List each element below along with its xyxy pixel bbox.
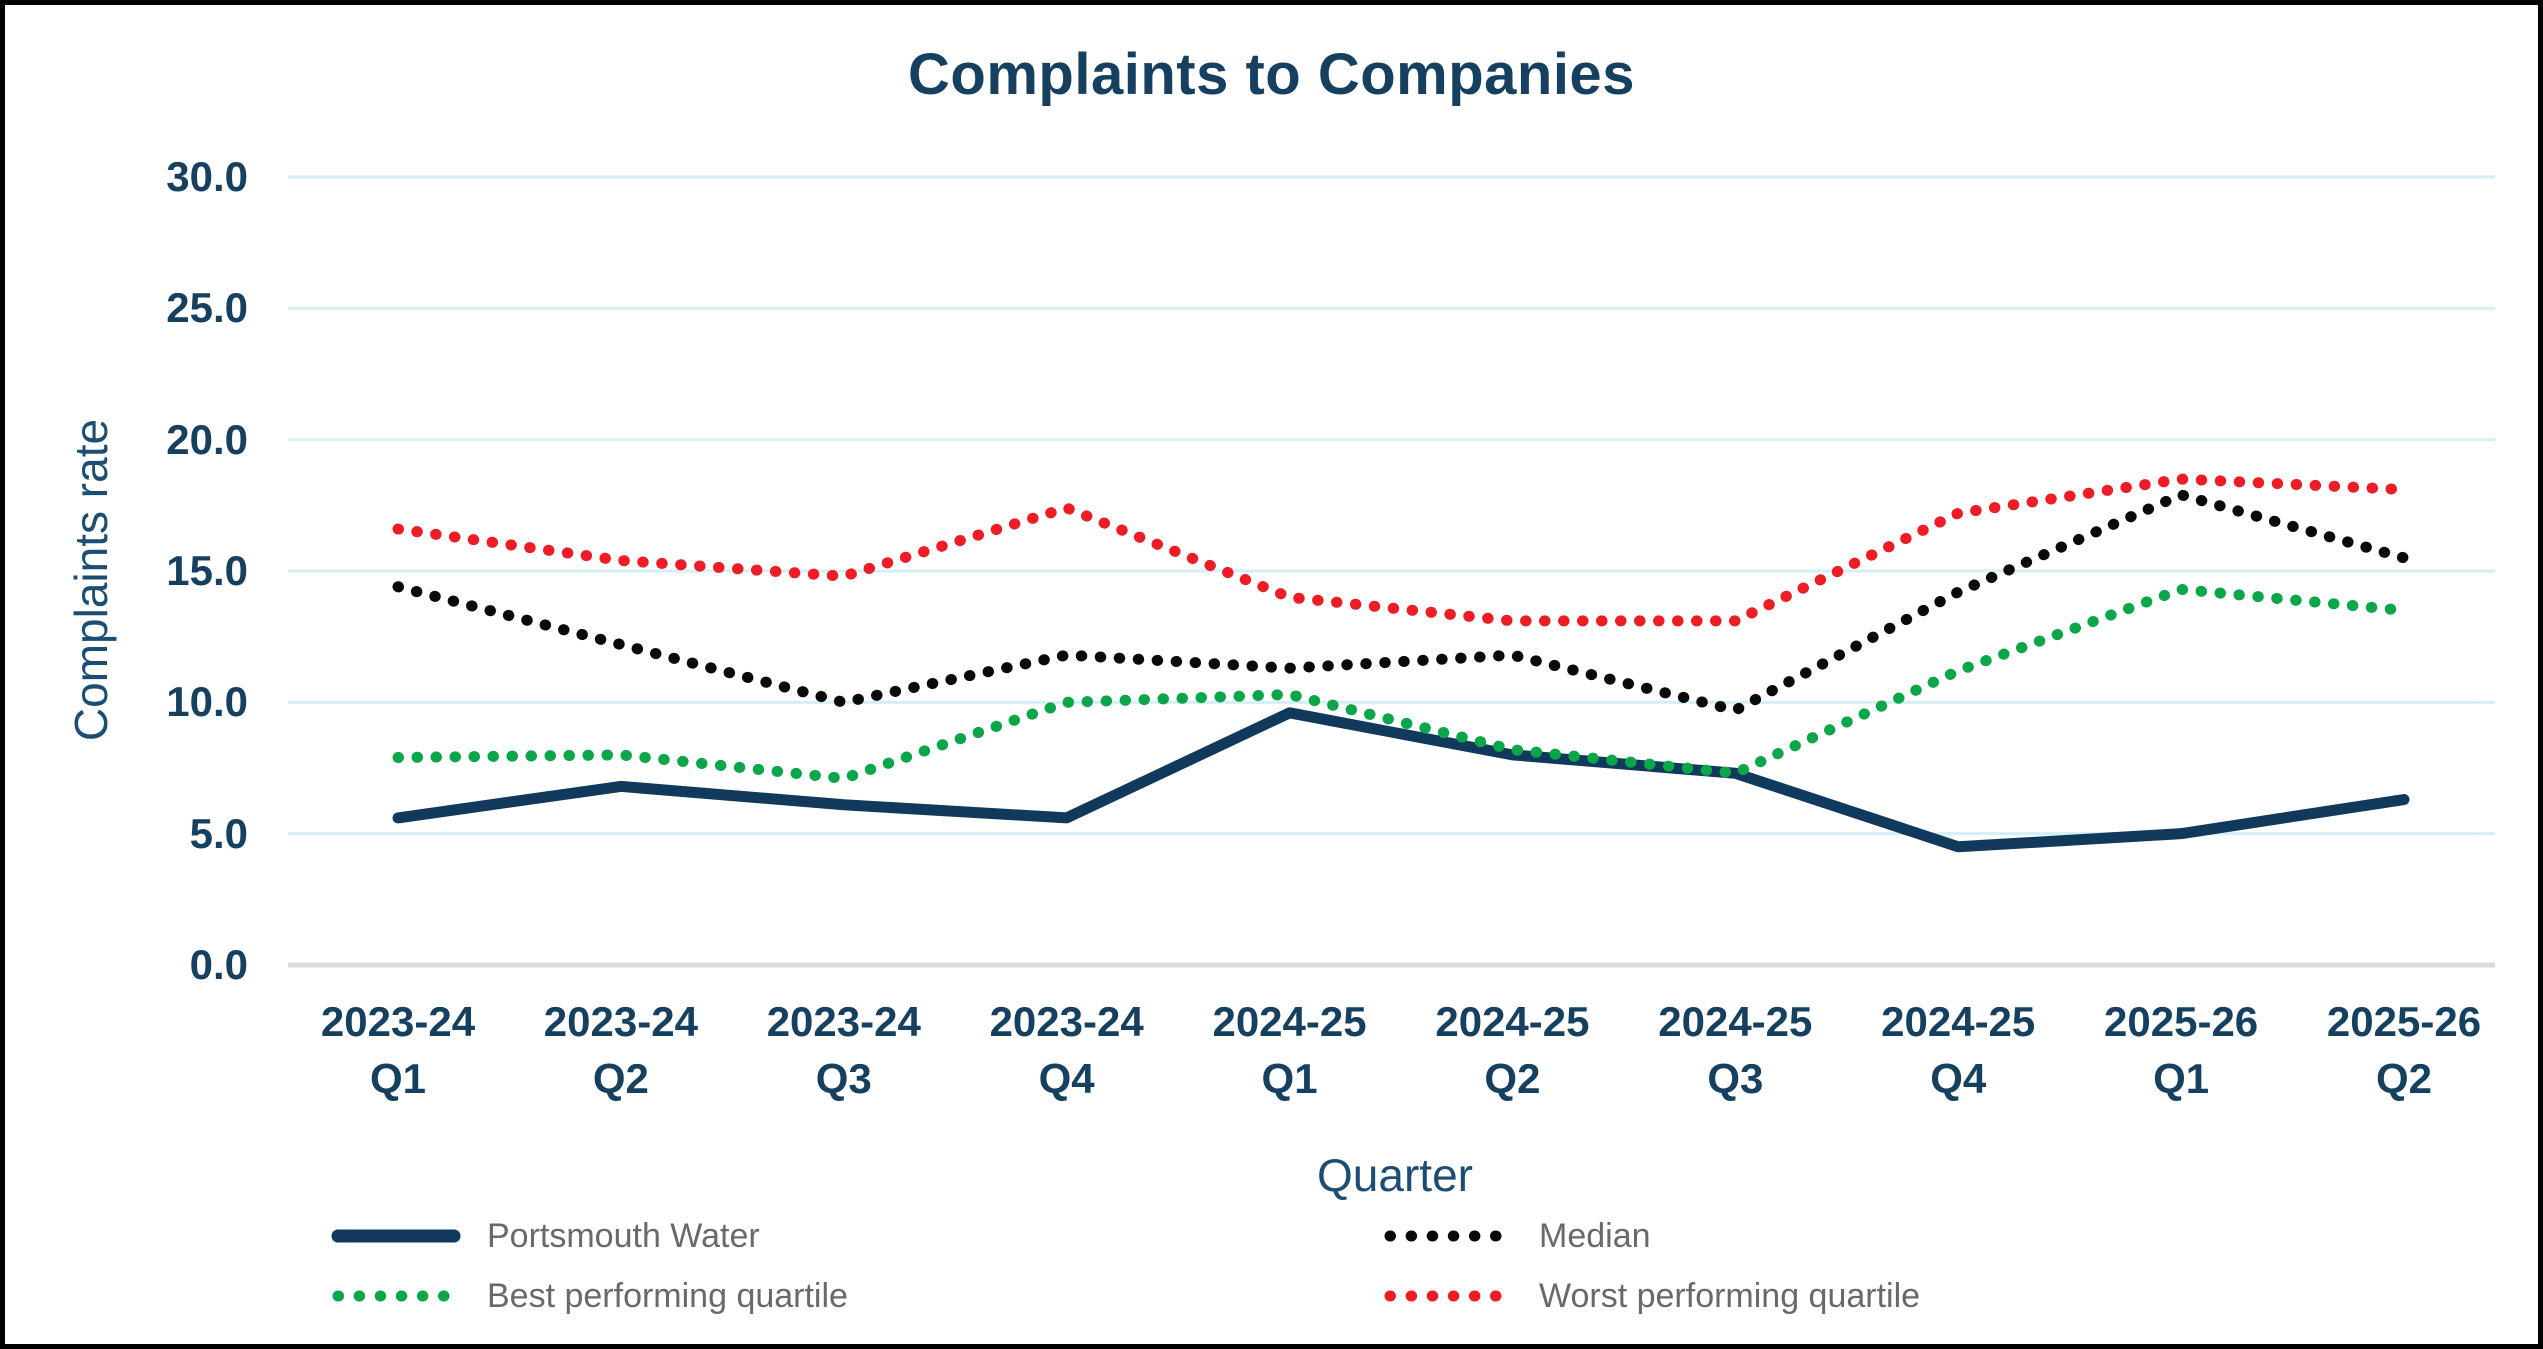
x-tick-label: 2023-24 Q1 (320, 998, 476, 1102)
legend-dotted-line-icon (1384, 1230, 1512, 1242)
y-tick-label: 15.0 (166, 546, 248, 594)
x-tick-label: 2023-24 Q2 (543, 998, 698, 1102)
chart-title: Complaints to Companies (908, 42, 1635, 107)
y-tick-label: 10.0 (166, 678, 248, 726)
legend-dotted-line-icon (332, 1290, 460, 1302)
y-tick-label: 30.0 (166, 152, 248, 200)
legend-item-median: Median (1383, 1212, 1651, 1260)
series-line-worst-performing-quartile (392, 473, 2410, 627)
series-line-portsmouth-water (392, 707, 2410, 853)
x-tick-label: 2024-25 Q1 (1212, 998, 1367, 1102)
y-tick-label: 0.0 (189, 941, 248, 988)
x-tick-label: 2023-24 Q4 (989, 998, 1144, 1102)
x-tick-label: 2025-26 Q1 (2104, 998, 2259, 1102)
plot-area (288, 175, 2495, 968)
x-tick-label: 2024-25 Q2 (1435, 998, 1590, 1102)
x-tick-label: 2024-25 Q4 (1881, 998, 2036, 1102)
legend-label: Median (1539, 1216, 1651, 1255)
series-line-median (392, 489, 2410, 716)
legend-dotted-line-icon (1384, 1290, 1512, 1302)
x-tick-label: 2024-25 Q3 (1658, 998, 1813, 1102)
y-tick-label: 25.0 (166, 284, 248, 332)
legend-label: Portsmouth Water (487, 1216, 760, 1255)
x-tick-label: 2023-24 Q3 (766, 998, 921, 1102)
legend-item-portsmouth-water: Portsmouth Water (331, 1212, 760, 1260)
y-axis-title: Complaints rate (65, 418, 117, 742)
legend-item-best-performing-quartile: Best performing quartile (331, 1272, 848, 1320)
legend-label: Best performing quartile (487, 1276, 848, 1315)
x-tick-label: 2025-26 Q2 (2326, 998, 2482, 1102)
y-tick-label: 5.0 (189, 809, 248, 857)
legend-item-worst-performing-quartile: Worst performing quartile (1383, 1272, 1920, 1320)
x-axis-title: Quarter (1317, 1149, 1473, 1201)
y-tick-label: 20.0 (166, 415, 248, 463)
series-line-best-performing-quartile (392, 583, 2410, 785)
legend-label: Worst performing quartile (1539, 1276, 1921, 1315)
legend-solid-line-icon (331, 1229, 461, 1243)
